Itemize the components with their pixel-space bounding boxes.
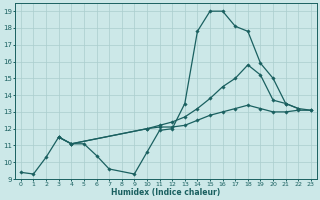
X-axis label: Humidex (Indice chaleur): Humidex (Indice chaleur) bbox=[111, 188, 220, 197]
